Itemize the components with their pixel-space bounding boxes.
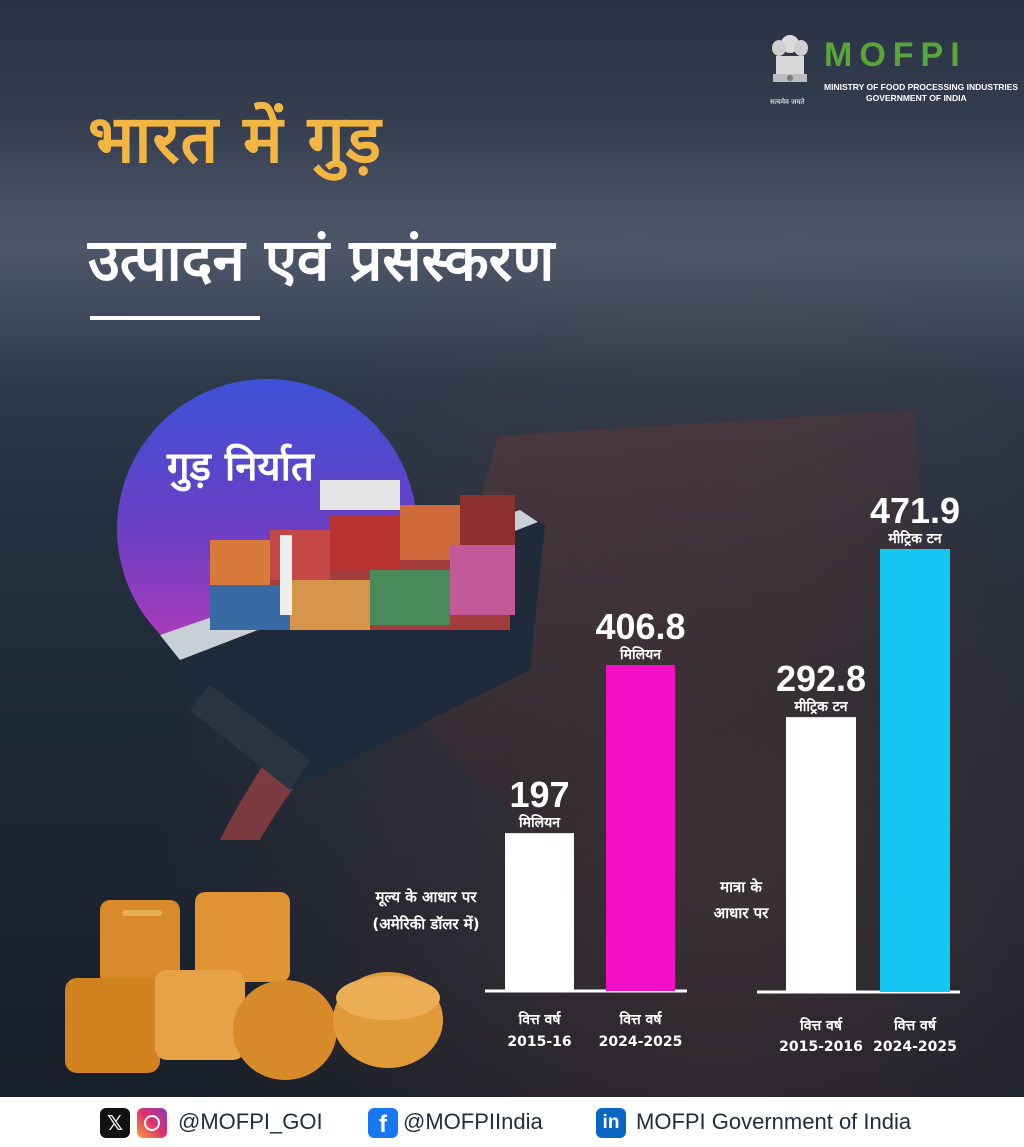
title-line-1: भारत में गुड़ xyxy=(88,101,382,178)
logo-ministry-name: MINISTRY OF FOOD PROCESSING INDUSTRIES xyxy=(824,82,1019,92)
badge-label: गुड़ निर्यात xyxy=(167,444,314,490)
handle-facebook[interactable]: @MOFPIIndia xyxy=(403,1109,543,1134)
chart-2-category-label-1: 2015-2016 xyxy=(779,1039,863,1055)
jaggery-blocks-image xyxy=(65,892,443,1080)
chart-2-value-label-2: 471.9 xyxy=(870,490,960,531)
chart-1-category-label-2: 2024-2025 xyxy=(599,1034,683,1050)
chart-2-value-label-1: 292.8 xyxy=(776,658,866,699)
chart-2-unit-label-1: मीट्रिक टन xyxy=(793,698,848,715)
x-logo-icon[interactable]: 𝕏 xyxy=(100,1108,130,1138)
chart-1-side-label: मूल्य के आधार पर xyxy=(375,888,478,907)
logo-wordmark: MOFPI xyxy=(824,36,967,74)
chart-1-unit-label-1: मिलियन xyxy=(518,814,561,831)
national-emblem-icon xyxy=(772,35,808,82)
facebook-icon[interactable]: f xyxy=(368,1108,398,1138)
chart-2-category-label-1: वित्त वर्ष xyxy=(799,1017,843,1034)
chart-2-bar-1 xyxy=(786,717,856,992)
emblem-motto: सत्यमेव जयते xyxy=(770,98,805,106)
chart-1-category-label-1: 2015-16 xyxy=(507,1034,571,1050)
chart-1-category-label-2: वित्त वर्ष xyxy=(619,1011,663,1028)
handle-linkedin[interactable]: MOFPI Government of India xyxy=(636,1109,912,1134)
chart-2-side-label: मात्रा के xyxy=(719,878,763,896)
chart-2-unit-label-2: मीट्रिक टन xyxy=(887,530,942,547)
chart-2-category-label-2: 2024-2025 xyxy=(873,1039,957,1055)
container-stack xyxy=(210,495,515,630)
chart-1-bar-2 xyxy=(606,665,675,991)
chart-1-category-label-1: वित्त वर्ष xyxy=(518,1011,562,1028)
chart-1-side-label: (अमेरिकी डॉलर में) xyxy=(372,915,479,933)
social-footer: 𝕏 @MOFPI_GOI f @MOFPIIndia in MOFPI Gove… xyxy=(0,1097,1024,1147)
chart-1-value-label-2: 406.8 xyxy=(595,606,685,647)
chart-1-value-label-1: 197 xyxy=(509,774,569,815)
linkedin-icon[interactable]: in xyxy=(596,1108,626,1138)
chart-2-side-label: आधार पर xyxy=(714,904,769,922)
title-underline xyxy=(90,316,260,320)
logo-government: GOVERNMENT OF INDIA xyxy=(866,93,967,103)
instagram-icon[interactable] xyxy=(137,1108,167,1138)
chart-2-category-label-2: वित्त वर्ष xyxy=(893,1017,937,1034)
mofpi-logo: सत्यमेव जयते MOFPI MINISTRY OF FOOD PROC… xyxy=(770,30,1018,110)
container-ship-image xyxy=(160,480,545,790)
sky-haze xyxy=(0,120,1024,380)
chart-2-bar-2 xyxy=(880,549,950,992)
handle-x-instagram[interactable]: @MOFPI_GOI xyxy=(178,1109,323,1134)
title-line-2: उत्पादन एवं प्रसंस्करण xyxy=(88,226,555,294)
chart-1-bar-1 xyxy=(505,833,574,991)
chart-1-unit-label-2: मिलियन xyxy=(619,646,662,663)
